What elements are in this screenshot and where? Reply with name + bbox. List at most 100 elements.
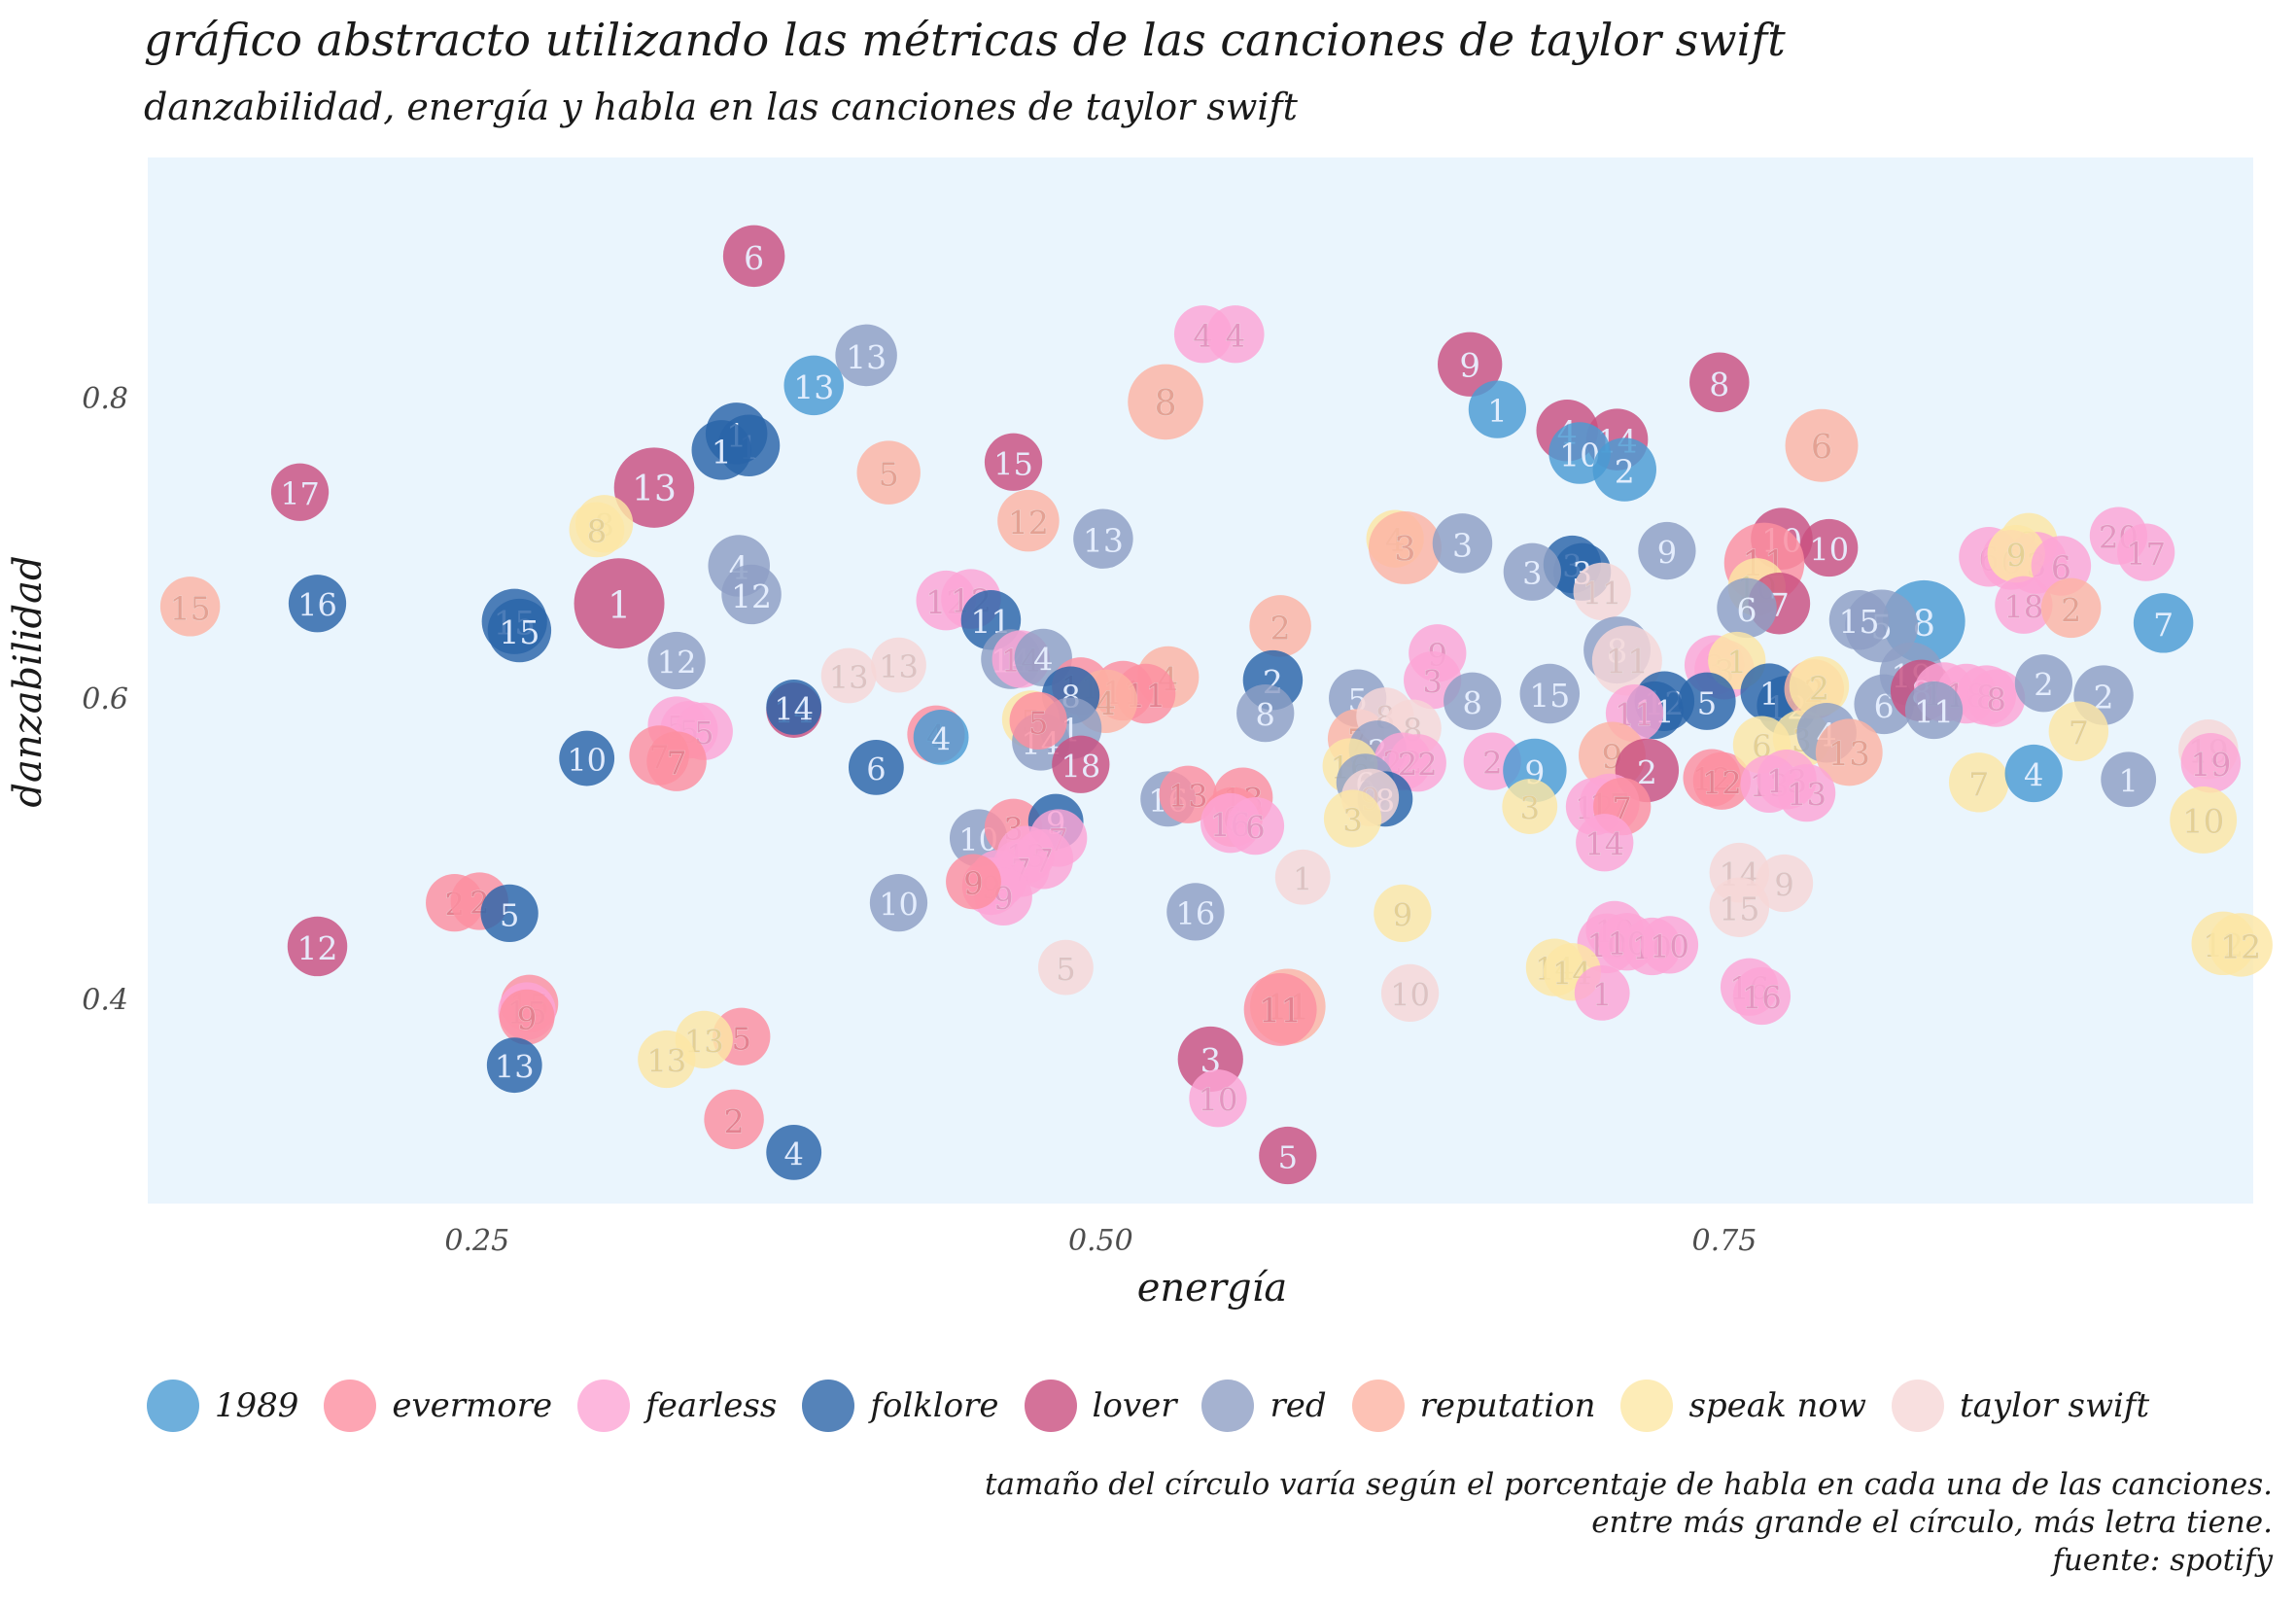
bubble <box>2209 913 2273 977</box>
bubble <box>1438 332 1503 397</box>
bubble-label: 8 <box>1256 697 1275 734</box>
bubble-label: 15 <box>499 613 539 651</box>
bubble <box>2004 744 2063 803</box>
bubble <box>1785 408 1859 482</box>
bubble <box>1574 965 1630 1021</box>
bubble <box>288 575 347 633</box>
bubble <box>1678 672 1736 730</box>
bubble <box>1189 1069 1247 1128</box>
caption-line-1: tamaño del círculo varía según el porcen… <box>985 1467 2273 1502</box>
bubble-label: 1 <box>1487 393 1507 430</box>
bubble-label: 13 <box>1787 777 1826 814</box>
legend-item: red <box>1201 1380 1327 1432</box>
bubble-label: 9 <box>1774 866 1793 903</box>
bubble-label: 15 <box>993 445 1033 482</box>
legend-item: reputation <box>1351 1380 1596 1432</box>
legend-swatch <box>146 1380 199 1432</box>
bubble-label: 2 <box>724 1102 745 1140</box>
bubble-label: 9 <box>2006 538 2026 575</box>
x-tick-label: 0.25 <box>444 1224 509 1258</box>
bubble-label: 11 <box>1259 992 1303 1031</box>
bubble-label: 17 <box>2126 536 2166 573</box>
legend-label: folklore <box>870 1386 999 1425</box>
legend-swatch <box>1351 1380 1405 1432</box>
bubble-label: 7 <box>2069 715 2089 752</box>
legend-item: speak now <box>1620 1380 1866 1432</box>
legend-label: red <box>1270 1386 1327 1425</box>
legend-swatch <box>1024 1380 1077 1432</box>
bubble <box>569 502 625 558</box>
bubble <box>1052 735 1110 793</box>
bubble-label: 5 <box>879 456 899 494</box>
y-tick-label: 0.4 <box>82 984 128 1018</box>
bubble-label: 1 <box>1592 976 1612 1013</box>
bubble <box>1388 734 1446 792</box>
bubble-label: 1 <box>1759 676 1779 713</box>
bubble-label: 13 <box>879 648 919 685</box>
bubble <box>1573 562 1631 620</box>
bubble <box>1374 884 1432 943</box>
bubble-label: 1 <box>608 584 631 627</box>
bubble-label: 18 <box>1061 748 1100 785</box>
scatter-chart: 6984413138141410261111713515881213433910… <box>6 157 2273 1310</box>
bubble <box>913 710 969 765</box>
bubble-label: 7 <box>1968 765 1989 803</box>
bubble-label: 4 <box>784 1135 804 1172</box>
bubble <box>638 1030 696 1089</box>
legend-swatch <box>802 1380 855 1432</box>
bubble-label: 22 <box>1398 747 1438 784</box>
bubble-label: 8 <box>1155 384 1177 424</box>
bubble <box>1502 779 1558 834</box>
bubble-label: 2 <box>1615 453 1635 491</box>
bubble-label: 3 <box>1342 802 1362 839</box>
legend-swatch <box>577 1380 631 1432</box>
bubble <box>1038 939 1094 996</box>
bubble <box>997 489 1060 552</box>
y-tick-label: 0.8 <box>82 382 128 416</box>
bubble-label: 7 <box>2153 606 2174 644</box>
legend-swatch <box>1620 1380 1674 1432</box>
bubble <box>1640 916 1699 974</box>
bubble-label: 12 <box>731 577 772 615</box>
bubble <box>486 1037 542 1094</box>
legend-label: evermore <box>392 1386 553 1425</box>
bubble-label: 13 <box>829 659 869 696</box>
bubble-label: 13 <box>846 338 887 376</box>
bubble-label: 17 <box>280 475 320 512</box>
bubble <box>1904 681 1964 740</box>
bubble-label: 14 <box>1584 826 1624 863</box>
bubble-label: 6 <box>866 751 886 787</box>
bubble-label: 4 <box>931 720 951 757</box>
bubble <box>820 647 877 704</box>
bubble-label: 12 <box>297 929 338 967</box>
bubble <box>1709 877 1770 937</box>
bubble-label: 8 <box>1463 684 1482 721</box>
y-axis-ticks: 0.4 0.6 0.8 <box>82 382 128 1018</box>
bubble <box>1468 380 1527 438</box>
bubble-label: 11 <box>1583 575 1622 611</box>
bubble-label: 3 <box>1422 664 1442 701</box>
legend-item: evermore <box>324 1380 552 1432</box>
bubble <box>1800 518 1859 577</box>
bubble <box>2133 593 2194 653</box>
bubble <box>1128 364 1203 440</box>
bubble-label: 2 <box>1270 609 1291 646</box>
bubble <box>270 463 330 521</box>
bubble <box>704 1089 764 1150</box>
bubble <box>1948 752 2009 813</box>
bubble-label: 15 <box>1719 891 1759 928</box>
bubble-label: 3 <box>1522 555 1542 592</box>
bubble-label: 6 <box>2051 549 2071 587</box>
bubble <box>1777 764 1836 822</box>
bubble <box>1592 437 1656 502</box>
bubble-label: 15 <box>170 589 211 627</box>
bubble-label: 13 <box>793 368 834 406</box>
bubble-label: 2 <box>2034 667 2053 704</box>
bubble-label: 3 <box>1520 790 1540 827</box>
bubble <box>1987 525 2045 583</box>
legend-label: reputation <box>1419 1386 1596 1425</box>
caption: tamaño del círculo varía según el porcen… <box>985 1466 2273 1580</box>
bubble-label: 10 <box>567 742 607 779</box>
bubble-label: 8 <box>1912 603 1935 645</box>
bubble-label: 9 <box>1657 535 1677 572</box>
